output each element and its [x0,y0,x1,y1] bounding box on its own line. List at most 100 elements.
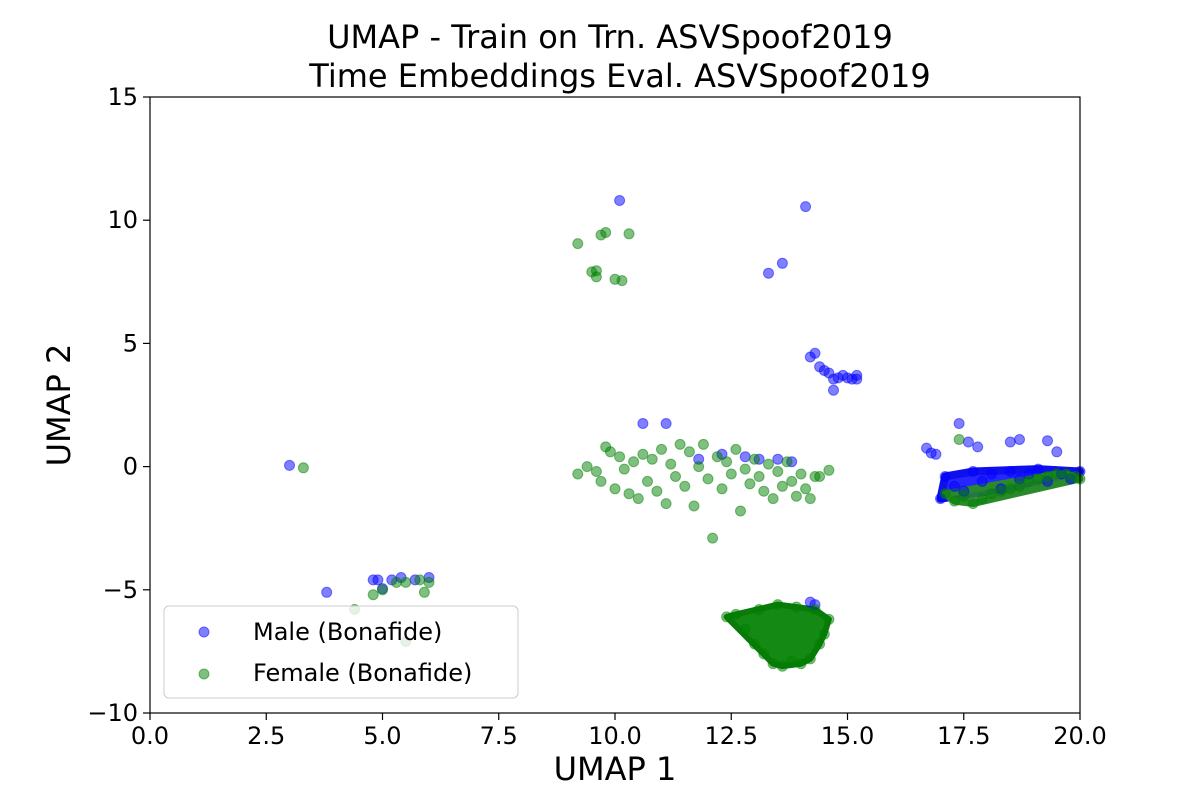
data-point [614,451,626,463]
data-point [739,623,751,635]
data-point [414,574,426,586]
data-point [702,473,714,485]
data-point [958,490,970,502]
data-point [814,638,826,650]
data-point [949,495,960,507]
data-point [1014,434,1025,445]
data-point [735,505,746,517]
data-point [284,459,295,471]
data-point [377,584,388,596]
data-point [646,453,658,465]
y-tick-label: 10 [107,206,138,234]
data-point [321,586,333,598]
data-point [721,611,733,623]
legend-label-male: Male (Bonafide) [253,618,442,646]
data-point [572,238,584,250]
y-tick-label: 0 [123,453,138,481]
data-point [776,480,788,492]
data-point [1014,480,1025,492]
data-point [725,468,737,480]
data-point [786,655,798,667]
data-point [670,471,681,482]
series-female [297,227,1086,672]
data-point [814,471,826,482]
data-point [962,436,974,448]
data-point [572,468,584,480]
x-tick-label: 2.5 [247,722,285,750]
legend: Male (Bonafide) Female (Bonafide) [163,605,519,699]
data-point [986,488,998,500]
data-point [660,418,672,429]
data-point [772,466,784,477]
x-tick-label: 10.0 [588,722,641,750]
data-point [400,576,412,588]
data-point [776,257,788,269]
y-tick-label: −10 [87,699,138,727]
data-point [1051,446,1063,458]
data-point [795,658,807,670]
data-point [767,493,779,505]
data-point [581,461,593,473]
data-point [642,475,653,487]
x-tick-label: 12.5 [705,722,758,750]
data-point [772,453,784,465]
data-point [739,463,751,475]
data-point [744,478,756,490]
data-point [616,275,628,287]
data-point [716,483,728,495]
data-point [790,490,802,502]
legend-box [163,605,519,699]
data-point [618,463,630,475]
data-point [790,601,802,613]
y-tick-label: −5 [103,576,138,604]
data-point [423,576,435,588]
data-point [763,458,774,470]
data-point [758,648,770,660]
data-point [772,599,784,611]
data-point [972,441,984,453]
data-point [656,443,667,455]
data-point [953,418,965,429]
data-point [939,488,951,500]
data-point [930,448,942,460]
data-point [418,586,430,598]
y-axis: −10 −5 0 5 10 15 [87,83,150,727]
data-point [391,576,402,588]
data-point [739,451,751,463]
data-point [967,498,979,510]
data-point [660,498,672,510]
data-point [953,434,965,445]
data-point [730,443,742,455]
data-point [707,532,719,544]
data-point [590,466,602,477]
data-point [1004,436,1016,448]
y-axis-label: UMAP 2 [40,344,78,467]
data-point [297,462,309,474]
data-point [665,458,677,470]
data-point [637,448,649,460]
data-point [753,604,765,615]
data-point [804,653,816,665]
data-point [995,485,1007,497]
data-point [1051,468,1063,480]
data-point [372,574,384,586]
x-tick-label: 15.0 [821,722,874,750]
data-point [781,456,793,468]
data-point [632,493,644,505]
data-point [786,475,798,487]
x-axis-label: UMAP 1 [554,750,677,788]
x-tick-label: 0.0 [131,722,169,750]
data-point [823,464,835,476]
data-point [767,658,779,670]
data-point [688,500,700,512]
x-tick-label: 20.0 [1053,722,1106,750]
data-point [679,480,691,492]
x-tick-label: 7.5 [480,722,518,750]
data-point [851,373,863,385]
chart-title-line-1: UMAP - Train on Trn. ASVSpoof2019 [327,18,893,56]
data-point [800,201,812,213]
legend-label-female: Female (Bonafide) [253,659,472,687]
data-point [693,461,705,473]
data-point [367,589,379,601]
